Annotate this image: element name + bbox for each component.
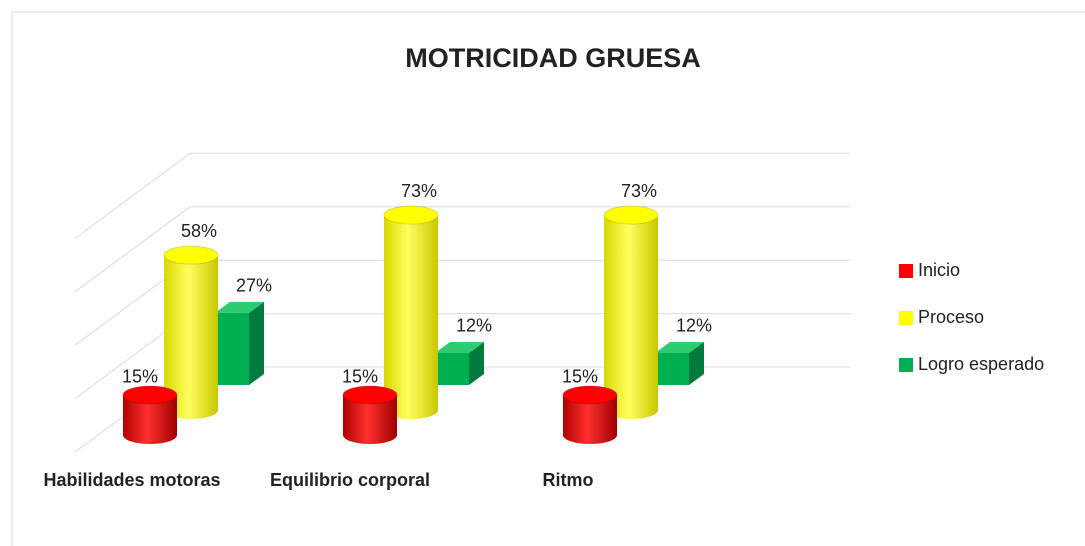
bar-body: [384, 215, 438, 410]
bar: [122, 385, 178, 444]
x-tick-label: Habilidades motoras: [43, 470, 220, 490]
data-label: 58%: [181, 221, 217, 241]
legend-swatch: [899, 311, 913, 325]
bar: [342, 385, 398, 444]
grid-line: [74, 152, 850, 239]
bar-top: [383, 205, 439, 225]
x-tick-label: Equilibrio corporal: [270, 470, 430, 490]
bar-top: [122, 385, 178, 405]
bar: [215, 301, 264, 385]
plot: 27% 12% 12% 58% 73% 73% 15% 15% 15% Habilidades m…: [43, 181, 712, 490]
legend-label: Proceso: [918, 307, 984, 327]
bar-top: [163, 245, 219, 265]
bar: [435, 341, 484, 385]
bar-top: [562, 385, 618, 405]
data-label: 12%: [456, 316, 492, 336]
bar-top: [215, 301, 264, 313]
bar-top: [342, 385, 398, 405]
legend-swatch: [899, 358, 913, 372]
chart-title: MOTRICIDAD GRUESA: [405, 43, 701, 73]
bar: [603, 205, 659, 419]
data-label: 15%: [342, 367, 378, 387]
x-tick-label: Ritmo: [543, 470, 594, 490]
bar-body: [604, 215, 658, 410]
legend-label: Logro esperado: [918, 354, 1044, 374]
data-label: 73%: [621, 181, 657, 201]
bar-body: [164, 255, 218, 410]
data-label: 73%: [401, 181, 437, 201]
legend-label: Inicio: [918, 260, 960, 280]
bar-top: [655, 341, 704, 353]
bar-side: [689, 341, 704, 385]
data-label: 27%: [236, 276, 272, 296]
bar-front: [655, 352, 689, 385]
bar: [383, 205, 439, 419]
bar-side: [469, 341, 484, 385]
bar: [562, 385, 618, 444]
bar: [655, 341, 704, 385]
legend: Inicio Proceso Logro esperado: [899, 260, 1044, 374]
bar-top: [603, 205, 659, 225]
chart-border: [11, 11, 1085, 546]
bar-top: [435, 341, 484, 353]
bar: [163, 245, 219, 419]
bar-side: [249, 301, 264, 385]
data-label: 12%: [676, 316, 712, 336]
bar-front: [215, 312, 249, 385]
legend-swatch: [899, 264, 913, 278]
data-label: 15%: [562, 367, 598, 387]
bar-front: [435, 352, 469, 385]
data-label: 15%: [122, 367, 158, 387]
